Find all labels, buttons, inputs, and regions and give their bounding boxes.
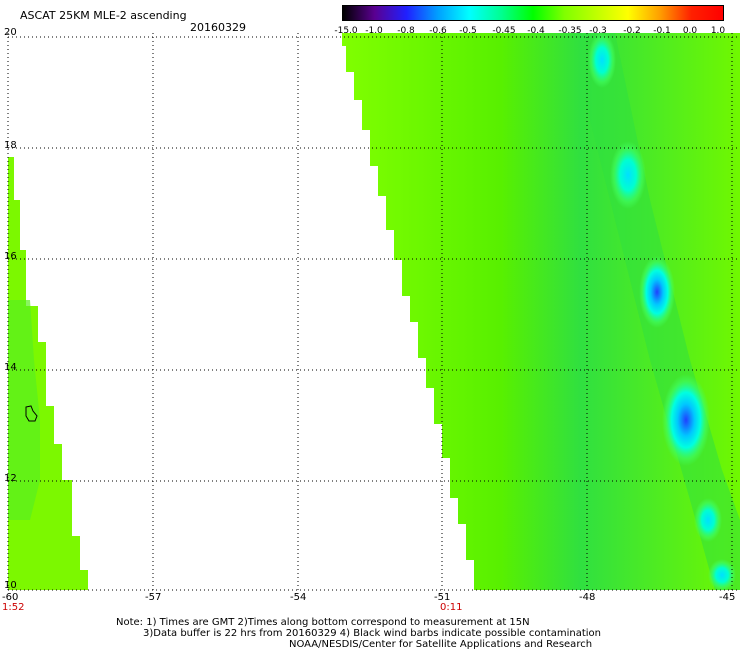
- colorbar-tick: -0.35: [558, 26, 582, 36]
- low-wind-spot-5: [708, 559, 736, 591]
- colorbar-tick: -0.5: [459, 26, 477, 36]
- colorbar-tick: -0.6: [429, 26, 447, 36]
- lon-label: -57: [145, 592, 162, 603]
- product-title: ASCAT 25KM MLE-2 ascending: [20, 9, 187, 22]
- lon-label: -54: [290, 592, 307, 603]
- swath-left-shade: [8, 300, 40, 520]
- colorbar-tick: -1.0: [365, 26, 383, 36]
- colorbar-tick: -15.0: [334, 26, 358, 36]
- lat-label: 16: [4, 251, 17, 262]
- grid-lines: [7, 33, 740, 591]
- product-date: 20160329: [190, 21, 246, 34]
- colorbar: [342, 5, 724, 21]
- colorbar-tick: -0.4: [527, 26, 545, 36]
- lon-label: -45: [719, 592, 736, 603]
- low-wind-spot-north: [588, 32, 616, 88]
- low-wind-spot-2: [639, 256, 675, 328]
- footer-note-1: Note: 1) Times are GMT 2)Times along bot…: [116, 617, 530, 628]
- lon-label: -48: [579, 592, 596, 603]
- low-wind-spot-4: [694, 498, 722, 542]
- colorbar-tick: -0.2: [623, 26, 641, 36]
- lat-label: 12: [4, 473, 17, 484]
- colorbar-tick: -0.3: [589, 26, 607, 36]
- lat-label: 18: [4, 140, 17, 151]
- colorbar-tick: 1.0: [710, 26, 726, 36]
- footer-note-3: NOAA/NESDIS/Center for Satellite Applica…: [289, 639, 593, 650]
- colorbar-tick: -0.1: [653, 26, 671, 36]
- lat-label: 20: [4, 27, 17, 38]
- footer-note-2: 3)Data buffer is 22 hrs from 20160329 4)…: [143, 628, 601, 639]
- island-outline: [25, 405, 38, 422]
- low-wind-spot-3: [662, 374, 710, 466]
- lon-label: -51: [434, 592, 451, 603]
- colorbar-tick: 0.0: [682, 26, 698, 36]
- lat-label: 10: [4, 580, 17, 591]
- colorbar-gradient: [343, 6, 723, 20]
- lon-label: -60: [2, 592, 19, 603]
- time-label: 0:11: [440, 602, 463, 613]
- time-label: 1:52: [2, 602, 25, 613]
- lat-label: 14: [4, 362, 17, 373]
- low-wind-spot-1: [610, 141, 646, 209]
- swath-right: [342, 33, 740, 590]
- colorbar-tick: -0.45: [492, 26, 516, 36]
- colorbar-tick: -0.8: [397, 26, 415, 36]
